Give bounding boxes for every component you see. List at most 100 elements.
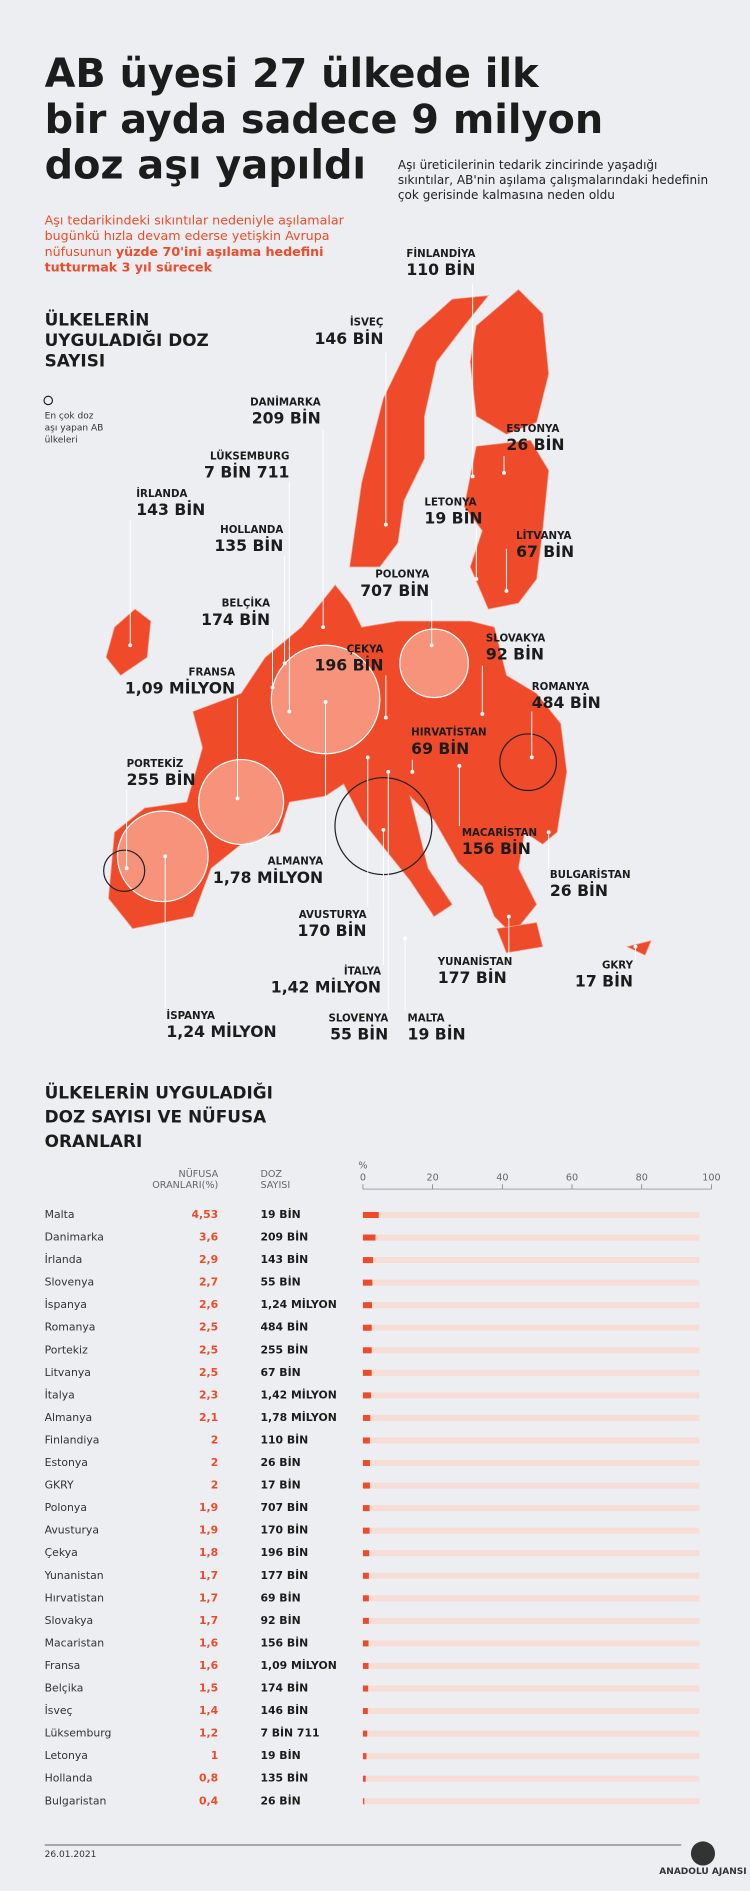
bar (362, 1347, 372, 1354)
country: Finlandiya (45, 1433, 100, 1446)
map-title: ÜLKELERİN (45, 309, 150, 330)
leader-dot (633, 944, 638, 949)
country-doses: 1,42 MİLYON (271, 978, 381, 997)
bar (362, 1617, 369, 1624)
pct-label: 2,1 (199, 1411, 218, 1424)
country: Almanya (45, 1411, 93, 1424)
bar (362, 1414, 371, 1421)
country-doses: 1,78 MİLYON (213, 868, 323, 887)
leader-dot (287, 709, 292, 714)
country-doses: 1,09 MİLYON (125, 678, 235, 697)
pct-label: 2,6 (199, 1298, 218, 1311)
bar-track (362, 1708, 700, 1715)
country-name: ÇEKYA (347, 643, 384, 655)
pct-label: 2 (211, 1479, 219, 1492)
country-name: POLONYA (375, 569, 429, 581)
doses: 143 BİN (260, 1252, 308, 1266)
country-doses: 209 BİN (252, 408, 321, 427)
bar (362, 1550, 370, 1557)
leader-dot (128, 643, 133, 648)
country-doses: 67 BİN (516, 542, 574, 561)
leader-dot (163, 854, 168, 859)
country-name: LETONYA (424, 496, 476, 508)
doses: 55 BİN (260, 1275, 300, 1289)
doses: 135 BİN (260, 1771, 308, 1785)
country-name: YUNANİSTAN (437, 954, 513, 968)
doses: 17 BİN (260, 1478, 300, 1492)
bar-track (362, 1279, 700, 1286)
doses: 209 BİN (260, 1230, 308, 1244)
pct-label: 0,4 (199, 1794, 219, 1807)
pct-label: 2,5 (199, 1321, 218, 1334)
subtitle: çok gerisinde kalmasına neden oldu (398, 188, 615, 202)
leader-dot (383, 715, 388, 720)
country: İtalya (45, 1388, 75, 1401)
leader-dot (235, 796, 240, 801)
subtitle: sıkıntılar, AB'nin aşılama çalışmalarınd… (398, 173, 708, 187)
title: doz aşı yapıldı (45, 143, 366, 189)
country-name: MALTA (408, 1012, 445, 1024)
legend-symbol (43, 395, 54, 406)
bubble (103, 849, 146, 892)
country: Estonya (45, 1456, 88, 1469)
table-title: ÜLKELERİN UYGULADIĞI (45, 1082, 273, 1103)
bar-track (362, 1234, 700, 1241)
bar (362, 1572, 369, 1579)
bar-track (362, 1753, 700, 1760)
doses: 170 BİN (260, 1523, 308, 1537)
doses: 26 BİN (260, 1793, 300, 1807)
doses: 26 BİN (260, 1455, 300, 1469)
map-title: UYGULADIĞI DOZ (45, 329, 209, 350)
bar-track (362, 1437, 700, 1444)
country-name: İRLANDA (136, 486, 187, 500)
bar (362, 1324, 372, 1331)
country: Yunanistan (44, 1569, 104, 1582)
bar-track (362, 1414, 700, 1421)
country-name: LÜKSEMBURG (210, 449, 289, 463)
pct-label: 2,5 (199, 1366, 218, 1379)
pct-label: 2 (211, 1433, 219, 1446)
country-name: LİTVANYA (516, 528, 571, 542)
country: Lüksemburg (45, 1727, 112, 1740)
country-name: FRANSA (188, 666, 235, 678)
pct-label: 2,3 (199, 1388, 218, 1401)
pct-label: 1 (211, 1749, 219, 1762)
country-doses: 174 BİN (201, 610, 270, 629)
bar (362, 1662, 369, 1669)
bar-track (362, 1798, 700, 1805)
leader-dot (410, 769, 415, 774)
country-name: ROMANYA (532, 681, 590, 693)
bar-track (362, 1302, 700, 1309)
country-name: ESTONYA (506, 423, 559, 435)
x-tick-label: 20 (427, 1173, 439, 1184)
pct-label: 1,2 (199, 1727, 218, 1740)
x-tick-label: 0 (360, 1173, 366, 1184)
pct-label: 2,9 (199, 1253, 218, 1266)
country: Malta (45, 1208, 75, 1221)
bar (362, 1753, 367, 1760)
leader-dot (282, 661, 287, 666)
doses: 255 BİN (260, 1342, 308, 1356)
country-name: SLOVAKYA (486, 633, 545, 645)
doses: 174 BİN (260, 1681, 308, 1695)
bar-track (362, 1527, 700, 1534)
country-name: ALMANYA (268, 856, 324, 868)
bar-track (362, 1392, 700, 1399)
bar-track (362, 1324, 700, 1331)
legend: aşı yapan AB (45, 424, 104, 434)
bar (362, 1211, 379, 1219)
table-title: ORANLARI (45, 1131, 143, 1151)
leader-dot (457, 763, 462, 768)
col-header: ORANLARI(%) (152, 1180, 218, 1191)
country: İsveç (45, 1704, 73, 1717)
country-name: İSPANYA (166, 1008, 215, 1022)
country-doses: 156 BİN (462, 839, 531, 858)
subtitle: Aşı üreticilerinin tedarik zincirinde ya… (398, 158, 658, 172)
country-doses: 255 BİN (127, 770, 196, 789)
bar-track (362, 1460, 700, 1467)
title: bir ayda sadece 9 milyon (45, 97, 604, 143)
intro-bold: yüzde 70'ini aşılama hedefini (116, 244, 324, 259)
x-tick-label: 60 (566, 1173, 578, 1184)
bar (362, 1798, 365, 1805)
doses: 1,42 MİLYON (260, 1387, 336, 1401)
